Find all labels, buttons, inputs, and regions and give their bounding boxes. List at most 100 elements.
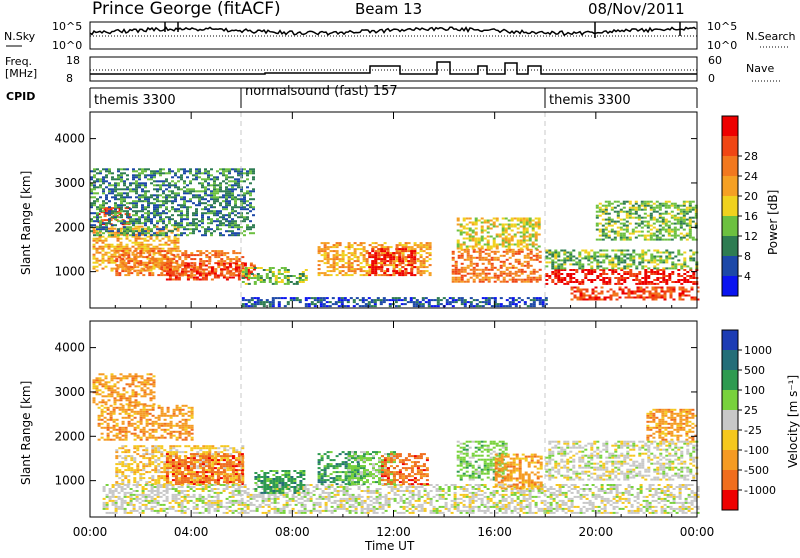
data-cell (193, 262, 196, 264)
data-cell (581, 265, 584, 267)
data-cell (219, 212, 222, 214)
data-cell (360, 266, 363, 268)
data-cell (629, 269, 632, 271)
data-cell (452, 271, 455, 273)
freq-tick-bottom: 8 (66, 72, 73, 85)
data-cell (410, 264, 413, 266)
data-cell (652, 297, 655, 299)
data-cell (123, 188, 126, 190)
data-cell (351, 262, 354, 264)
data-cell (231, 222, 234, 224)
data-cell (192, 202, 195, 204)
data-cell (118, 447, 121, 449)
data-cell (168, 218, 171, 220)
data-cell (249, 198, 252, 200)
data-cell (339, 272, 342, 274)
data-cell (398, 256, 401, 258)
data-cell (626, 273, 629, 275)
data-cell (130, 268, 133, 270)
data-cell (115, 272, 118, 274)
data-cell (169, 258, 172, 260)
data-cell (518, 271, 521, 273)
data-cell (571, 289, 574, 291)
data-cell (502, 228, 505, 230)
data-cell (126, 192, 129, 194)
data-cell (557, 254, 560, 256)
data-cell (174, 234, 177, 236)
data-cell (487, 226, 490, 228)
data-cell (183, 204, 186, 206)
data-cell (596, 217, 599, 219)
data-cell (305, 269, 308, 271)
data-cell (144, 379, 147, 381)
data-cell (617, 273, 620, 275)
data-cell (152, 435, 155, 437)
data-cell (131, 419, 134, 421)
data-cell (114, 375, 117, 377)
data-cell (535, 224, 538, 226)
data-cell (201, 202, 204, 204)
data-cell (281, 273, 284, 275)
data-cell (338, 301, 341, 303)
data-cell (566, 257, 569, 259)
data-cell (478, 248, 481, 250)
data-cell (237, 168, 240, 170)
data-cell (137, 435, 140, 437)
data-cell (488, 301, 491, 303)
data-cell (644, 273, 647, 275)
data-cell (362, 297, 365, 299)
data-cell (260, 281, 263, 283)
data-cell (159, 212, 162, 214)
data-cell (395, 272, 398, 274)
data-cell (219, 168, 222, 170)
data-cell (396, 256, 399, 258)
data-cell (536, 297, 539, 299)
data-cell (129, 234, 132, 236)
data-cell (105, 226, 108, 228)
data-cell (237, 184, 240, 186)
data-cell (153, 176, 156, 178)
data-cell (538, 234, 541, 236)
data-cell (327, 256, 330, 258)
data-cell (299, 299, 302, 301)
data-cell (171, 214, 174, 216)
data-cell (225, 214, 228, 216)
data-cell (129, 383, 132, 385)
data-cell (214, 268, 217, 270)
data-cell (354, 252, 357, 254)
data-cell (665, 275, 668, 277)
data-cell (402, 256, 405, 258)
data-cell (557, 277, 560, 279)
data-cell (179, 435, 182, 437)
data-cell (371, 301, 374, 303)
data-cell (497, 259, 500, 261)
data-cell (149, 435, 152, 437)
data-cell (324, 262, 327, 264)
data-cell (647, 227, 650, 229)
data-cell (174, 192, 177, 194)
data-cell (611, 225, 614, 227)
data-cell (494, 281, 497, 283)
data-cell (235, 265, 238, 267)
data-cell (527, 265, 530, 267)
data-cell (243, 234, 246, 236)
data-cell (523, 226, 526, 228)
data-cell (140, 421, 143, 423)
data-cell (204, 192, 207, 194)
data-cell (177, 238, 180, 240)
data-cell (146, 439, 149, 441)
data-cell (165, 206, 168, 208)
data-cell (646, 287, 649, 289)
data-cell (110, 413, 113, 415)
data-cell (251, 305, 254, 307)
data-cell (638, 257, 641, 259)
data-cell (188, 425, 191, 427)
data-cell (336, 246, 339, 248)
data-cell (207, 176, 210, 178)
data-cell (662, 205, 665, 207)
data-cell (469, 230, 472, 232)
data-cell (518, 263, 521, 265)
data-cell (122, 421, 125, 423)
data-cell (683, 279, 686, 281)
data-cell (363, 250, 366, 252)
